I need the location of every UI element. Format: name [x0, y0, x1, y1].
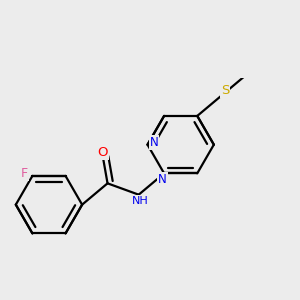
Text: O: O	[98, 146, 108, 159]
Text: NH: NH	[131, 196, 148, 206]
Text: F: F	[21, 167, 28, 180]
Text: N: N	[149, 136, 158, 149]
Text: N: N	[158, 173, 167, 186]
Text: S: S	[221, 84, 229, 97]
